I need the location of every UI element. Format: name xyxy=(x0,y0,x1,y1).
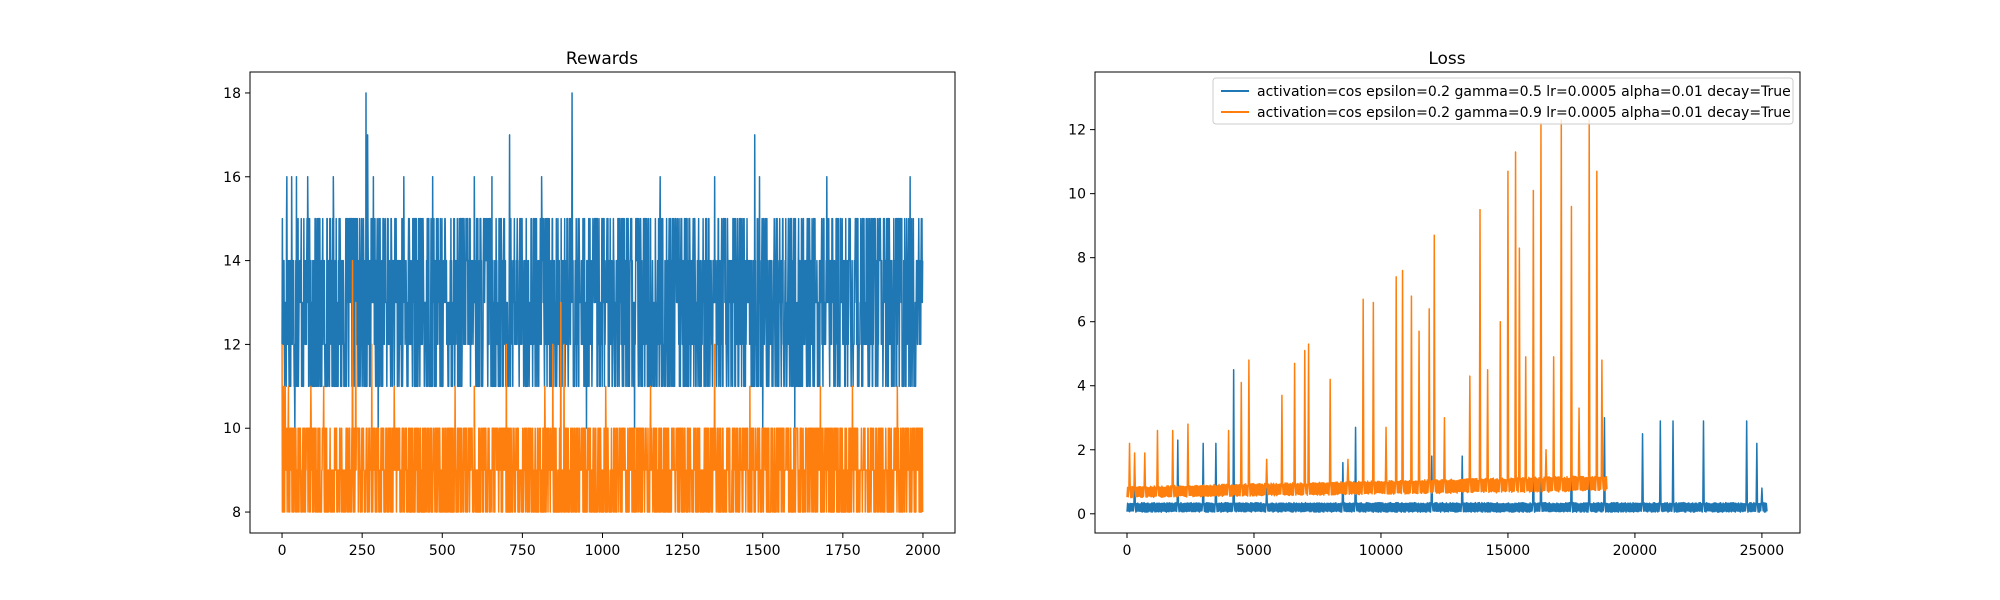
loss-ytick-label: 0 xyxy=(1077,507,1086,523)
loss-xtick-label: 25000 xyxy=(1740,543,1785,559)
rewards-xtick-label: 1000 xyxy=(585,543,621,559)
loss-xtick-label: 0 xyxy=(1123,543,1132,559)
rewards-ticks: 0 250 500 750 1000 1250 1500 1750 2000 8 10 12 14 16 1… xyxy=(223,86,941,559)
loss-ytick-label: 10 xyxy=(1068,187,1086,203)
rewards-subplot: Rewards 0 250 500 750 1000 1250 1500 1750 2000 8 1… xyxy=(223,49,956,559)
rewards-ytick-label: 16 xyxy=(223,170,241,186)
legend-label-series2: activation=cos epsilon=0.2 gamma=0.9 lr=… xyxy=(1257,105,1791,121)
loss-xtick-label: 15000 xyxy=(1486,543,1531,559)
rewards-xtick-label: 500 xyxy=(429,543,456,559)
rewards-xtick-label: 1750 xyxy=(825,543,861,559)
rewards-title: Rewards xyxy=(566,49,638,69)
loss-series-2-line xyxy=(1126,119,1608,499)
rewards-xtick-label: 750 xyxy=(509,543,536,559)
rewards-xtick-label: 2000 xyxy=(905,543,941,559)
rewards-xtick-label: 250 xyxy=(349,543,376,559)
loss-subplot: Loss 0 5000 10000 15000 20000 25000024681012 … xyxy=(1068,49,1801,559)
rewards-xtick-label: 0 xyxy=(278,543,287,559)
rewards-ytick-label: 8 xyxy=(232,505,241,521)
loss-ytick-label: 8 xyxy=(1077,251,1086,267)
rewards-series-2-line xyxy=(281,259,924,513)
rewards-series-1-line xyxy=(281,92,924,429)
loss-xtick-label: 20000 xyxy=(1613,543,1658,559)
loss-ytick-label: 2 xyxy=(1077,443,1086,459)
loss-xtick-label: 5000 xyxy=(1236,543,1272,559)
rewards-xtick-label: 1250 xyxy=(665,543,701,559)
loss-axes-frame xyxy=(1094,71,1801,534)
rewards-axes-frame xyxy=(249,71,956,534)
rewards-ytick-label: 18 xyxy=(223,86,241,102)
legend-label-series1: activation=cos epsilon=0.2 gamma=0.5 lr=… xyxy=(1257,84,1791,100)
loss-ytick-label: 12 xyxy=(1068,123,1086,139)
loss-ticks: 0 5000 10000 15000 20000 25000 0 2 4 6 8 10 12 xyxy=(1068,123,1784,559)
rewards-ytick-label: 10 xyxy=(223,421,241,437)
rewards-ytick-label: 14 xyxy=(223,254,241,270)
loss-series-1-line xyxy=(1126,368,1768,513)
loss-title: Loss xyxy=(1428,49,1465,69)
loss-ytick-label: 6 xyxy=(1077,315,1086,331)
legend-frame xyxy=(1212,77,1794,125)
loss-plot-area xyxy=(1126,119,1768,513)
loss-xtick-label: 10000 xyxy=(1359,543,1404,559)
rewards-ytick-label: 12 xyxy=(223,337,241,353)
rewards-xtick-label: 1500 xyxy=(745,543,781,559)
loss-ytick-label: 4 xyxy=(1077,379,1086,395)
rewards-plot-area xyxy=(281,92,924,513)
loss-legend: activation=cos epsilon=0.2 gamma=0.5 lr=… xyxy=(1212,77,1794,125)
